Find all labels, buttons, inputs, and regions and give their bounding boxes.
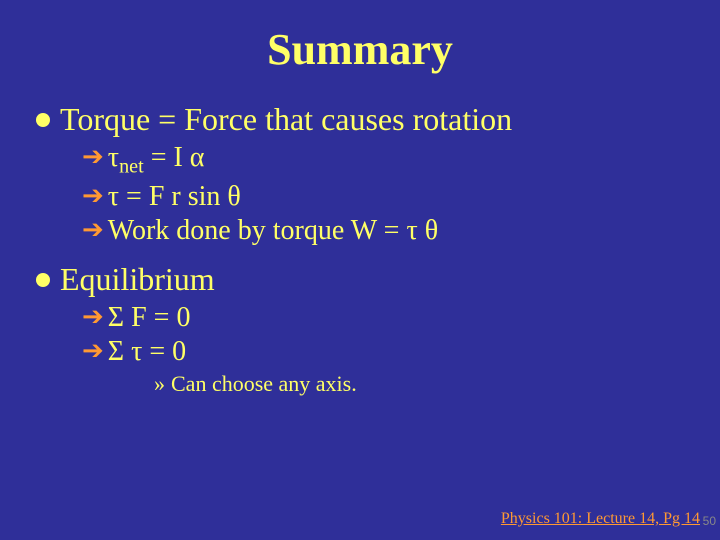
equilibrium-item-0: ➔ Σ F = 0 xyxy=(82,302,690,334)
arrow-icon: ➔ xyxy=(82,181,104,211)
arrow-icon: ➔ xyxy=(82,215,104,245)
torque-item-0-text: τnet = I α xyxy=(108,142,205,179)
equilibrium-item-1: ➔ Σ τ = 0 xyxy=(82,336,690,368)
torque-items: ➔ τnet = I α ➔ τ = F r sin θ ➔ Work done… xyxy=(36,142,690,247)
slide-title: Summary xyxy=(0,0,720,87)
arrow-icon: ➔ xyxy=(82,142,104,172)
torque-item-2-text: Work done by torque W = τ θ xyxy=(108,215,438,247)
arrow-icon: ➔ xyxy=(82,336,104,366)
bullet-dot-icon xyxy=(36,273,50,287)
bullet-equilibrium-text: Equilibrium xyxy=(60,261,215,298)
equilibrium-sub-0-text: Can choose any axis. xyxy=(171,371,357,397)
slide-content: Torque = Force that causes rotation ➔ τn… xyxy=(0,87,720,397)
page-number: 50 xyxy=(703,514,716,528)
equilibrium-item-0-text: Σ F = 0 xyxy=(108,302,191,334)
arrow-icon: ➔ xyxy=(82,302,104,332)
equilibrium-subitems: » Can choose any axis. xyxy=(82,371,690,397)
bullet-dot-icon xyxy=(36,113,50,127)
equilibrium-item-1-text: Σ τ = 0 xyxy=(108,336,186,368)
slide-footer: Physics 101: Lecture 14, Pg 14 xyxy=(501,510,700,528)
equilibrium-items: ➔ Σ F = 0 ➔ Σ τ = 0 » Can choose any axi… xyxy=(36,302,690,396)
bullet-torque: Torque = Force that causes rotation xyxy=(36,101,690,138)
torque-item-1-text: τ = F r sin θ xyxy=(108,181,241,213)
equilibrium-sub-0: » Can choose any axis. xyxy=(154,371,690,397)
slide: Summary Torque = Force that causes rotat… xyxy=(0,0,720,540)
torque-item-1: ➔ τ = F r sin θ xyxy=(82,181,690,213)
torque-item-0: ➔ τnet = I α xyxy=(82,142,690,179)
raquo-icon: » xyxy=(154,371,165,397)
torque-item-2: ➔ Work done by torque W = τ θ xyxy=(82,215,690,247)
bullet-equilibrium: Equilibrium xyxy=(36,261,690,298)
bullet-torque-text: Torque = Force that causes rotation xyxy=(60,101,512,138)
